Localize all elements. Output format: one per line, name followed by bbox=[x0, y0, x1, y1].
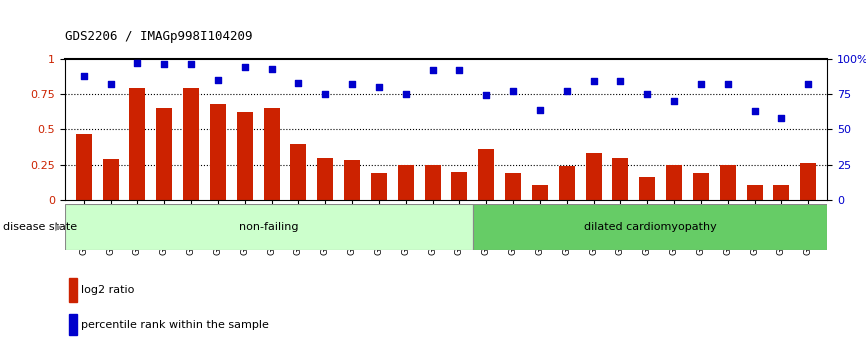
Point bbox=[265, 66, 279, 71]
Bar bbox=[156, 108, 172, 200]
Point bbox=[319, 91, 333, 97]
Bar bbox=[773, 185, 790, 200]
Bar bbox=[559, 166, 575, 200]
Point bbox=[238, 65, 252, 70]
Bar bbox=[397, 165, 414, 200]
Bar bbox=[800, 163, 817, 200]
Text: dilated cardiomyopathy: dilated cardiomyopathy bbox=[584, 222, 716, 232]
Point bbox=[158, 61, 171, 67]
Bar bbox=[720, 165, 736, 200]
Bar bbox=[263, 108, 280, 200]
Bar bbox=[424, 165, 441, 200]
Bar bbox=[75, 134, 92, 200]
Point bbox=[479, 93, 493, 98]
Point bbox=[104, 81, 118, 87]
Point bbox=[184, 61, 198, 67]
Bar bbox=[65, 204, 473, 250]
Bar bbox=[183, 88, 199, 200]
Text: non-failing: non-failing bbox=[239, 222, 299, 232]
Bar bbox=[317, 158, 333, 200]
Point bbox=[613, 79, 627, 84]
Point bbox=[801, 81, 815, 87]
Point bbox=[77, 73, 91, 78]
Text: log2 ratio: log2 ratio bbox=[81, 285, 135, 295]
Text: GDS2206 / IMAGp998I104209: GDS2206 / IMAGp998I104209 bbox=[65, 30, 253, 43]
Bar bbox=[69, 314, 77, 335]
Bar bbox=[505, 173, 521, 200]
Point bbox=[131, 60, 145, 66]
Bar bbox=[478, 149, 494, 200]
Bar bbox=[612, 158, 629, 200]
Point bbox=[399, 91, 413, 97]
Point bbox=[292, 80, 306, 86]
Bar bbox=[746, 185, 763, 200]
Point bbox=[640, 91, 654, 97]
Point bbox=[346, 81, 359, 87]
Point bbox=[747, 108, 761, 114]
Bar bbox=[451, 172, 468, 200]
Point bbox=[559, 88, 573, 94]
Bar bbox=[210, 104, 226, 200]
Text: ▶: ▶ bbox=[55, 222, 62, 232]
Point bbox=[372, 84, 386, 90]
Point bbox=[426, 67, 440, 73]
Bar bbox=[129, 88, 145, 200]
Bar bbox=[290, 144, 307, 200]
Bar bbox=[473, 204, 827, 250]
Point bbox=[211, 77, 225, 83]
Bar bbox=[666, 165, 682, 200]
Bar bbox=[639, 177, 656, 200]
Bar bbox=[236, 112, 253, 200]
Bar bbox=[585, 154, 602, 200]
Bar bbox=[532, 185, 548, 200]
Bar bbox=[69, 278, 77, 302]
Bar bbox=[371, 173, 387, 200]
Text: disease state: disease state bbox=[3, 222, 78, 232]
Bar bbox=[344, 160, 360, 200]
Text: percentile rank within the sample: percentile rank within the sample bbox=[81, 320, 269, 330]
Point bbox=[774, 115, 788, 121]
Point bbox=[721, 81, 734, 87]
Point bbox=[694, 81, 708, 87]
Point bbox=[506, 88, 520, 94]
Point bbox=[533, 107, 546, 112]
Point bbox=[667, 98, 681, 104]
Bar bbox=[102, 159, 119, 200]
Point bbox=[586, 79, 600, 84]
Point bbox=[452, 67, 466, 73]
Bar bbox=[693, 173, 709, 200]
